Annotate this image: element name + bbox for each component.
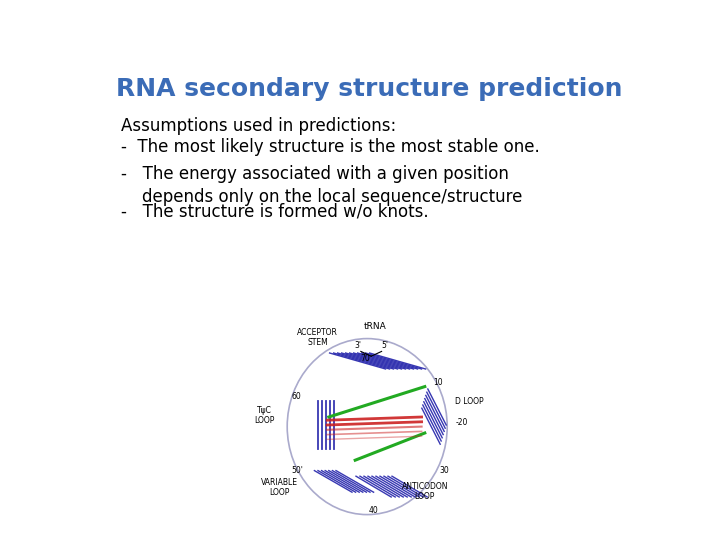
Text: Assumptions used in predictions:: Assumptions used in predictions:	[121, 117, 396, 135]
Text: -   The structure is formed w/o knots.: - The structure is formed w/o knots.	[121, 202, 428, 220]
Text: VARIABLE
LOOP: VARIABLE LOOP	[261, 478, 297, 497]
Text: -  The most likely structure is the most stable one.: - The most likely structure is the most …	[121, 138, 539, 156]
Text: 40: 40	[369, 506, 379, 515]
Text: 50': 50'	[291, 466, 302, 475]
Text: 3': 3'	[354, 341, 361, 350]
Text: 70: 70	[361, 354, 371, 363]
Text: tRNA: tRNA	[364, 322, 387, 331]
Text: 30: 30	[439, 466, 449, 475]
Text: 5': 5'	[382, 341, 388, 350]
Text: RNA secondary structure prediction: RNA secondary structure prediction	[116, 77, 622, 102]
Text: -   The energy associated with a given position
    depends only on the local se: - The energy associated with a given pos…	[121, 165, 522, 206]
Text: ANTICODON
LOOP: ANTICODON LOOP	[402, 482, 448, 501]
Text: TψC
LOOP: TψC LOOP	[255, 406, 275, 424]
Text: -20: -20	[455, 418, 467, 427]
Text: 60: 60	[292, 393, 302, 401]
Text: D LOOP: D LOOP	[455, 397, 484, 406]
Text: 10: 10	[433, 378, 442, 387]
Text: ACCEPTOR
STEM: ACCEPTOR STEM	[297, 328, 338, 347]
